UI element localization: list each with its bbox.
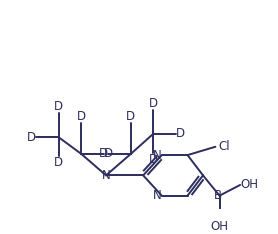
Text: D: D [54,100,63,113]
Text: D: D [77,110,86,123]
Text: D: D [104,147,113,160]
Text: N: N [153,149,162,162]
Text: D: D [176,127,185,140]
Text: D: D [99,147,108,160]
Text: OH: OH [240,178,258,191]
Text: OH: OH [210,219,229,233]
Text: D: D [27,131,36,144]
Text: D: D [54,156,63,169]
Text: N: N [102,169,110,182]
Text: N: N [153,189,162,202]
Text: D: D [126,110,135,123]
Text: D: D [149,97,158,110]
Text: D: D [149,153,158,166]
Text: B: B [214,189,222,202]
Text: Cl: Cl [219,140,230,153]
